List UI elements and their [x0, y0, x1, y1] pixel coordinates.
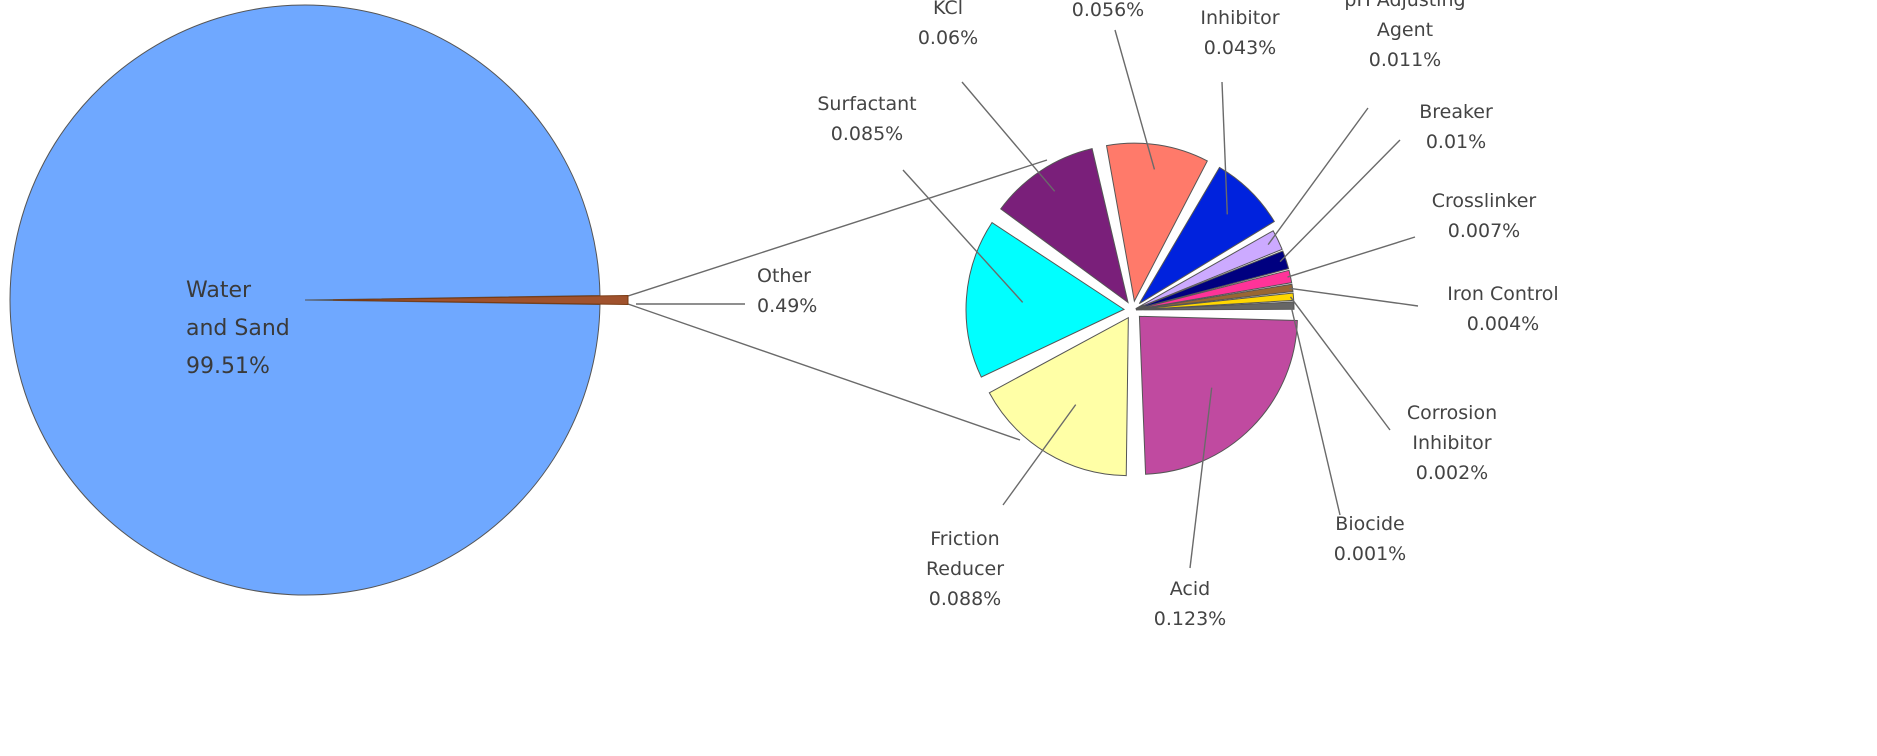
label-crosslinker-line-0: Crosslinker [1432, 190, 1537, 212]
slice-other [332, 294, 629, 306]
slice-unlabeled [1105, 142, 1208, 303]
slice-iron-control [1135, 283, 1294, 311]
label-corrosion-inhibitor-leader [1289, 296, 1391, 431]
slice-water-and-sand [9, 4, 601, 596]
label-kcl-line-0: KCl [933, 0, 963, 19]
label-biocide-line-0: Biocide [1335, 513, 1404, 535]
label-water-and-sand: Water and Sand 99.51% [186, 278, 290, 379]
label-kcl-leader [961, 81, 1056, 192]
slice-acid [1138, 315, 1298, 475]
label-crosslinker: Crosslinker 0.007% [1432, 190, 1537, 242]
label-corrosion-inhibitor: Corrosion Inhibitor 0.002% [1407, 402, 1497, 484]
label-acid-line-0: Acid [1170, 578, 1210, 600]
label-other-line-0: Other [757, 265, 811, 287]
main-pie [9, 4, 629, 596]
label-water-and-sand-line-1: and Sand [186, 316, 290, 341]
label-friction-reducer-line-0: Friction [930, 528, 999, 550]
label-surfactant-leader [902, 169, 1024, 303]
label-ph-adjusting-agent-line-0: pH Adjusting [1344, 0, 1465, 11]
slice-breaker [1135, 250, 1290, 310]
label-breaker-line-1: 0.01% [1426, 131, 1486, 153]
slice-kcl [1000, 148, 1129, 304]
label-corrosion-inhibitor-line-2: 0.002% [1416, 462, 1488, 484]
label-friction-reducer-line-2: 0.088% [929, 588, 1001, 610]
label-iron-control-line-1: 0.004% [1467, 313, 1539, 335]
label-water-and-sand-line-2: 99.51% [186, 354, 270, 379]
connector-bottom [627, 303, 1021, 441]
label-inhibitor: Inhibitor 0.043% [1200, 7, 1279, 59]
label-friction-reducer-line-1: Reducer [926, 558, 1004, 580]
label-biocide-leader [1290, 305, 1341, 516]
label-friction-reducer: Friction Reducer 0.088% [926, 528, 1004, 610]
label-surfactant-line-1: 0.085% [831, 123, 903, 145]
label-acid-line-1: 0.123% [1154, 608, 1226, 630]
label-kcl-line-1: 0.06% [918, 27, 978, 49]
label-breaker: Breaker 0.01% [1419, 101, 1493, 153]
label-breaker-line-0: Breaker [1419, 101, 1493, 123]
label-ph-adjusting-agent: pH Adjusting Agent 0.011% [1344, 0, 1465, 71]
label-iron-control-line-0: Iron Control [1447, 283, 1558, 305]
label-crosslinker-leader [1287, 236, 1416, 278]
label-inhibitor-leader [1221, 81, 1228, 215]
label-corrosion-inhibitor-line-0: Corrosion [1407, 402, 1497, 424]
label-kcl: KCl 0.06% [918, 0, 978, 49]
label-iron-control: Iron Control 0.004% [1447, 283, 1558, 335]
slice-friction-reducer [988, 316, 1129, 477]
label-unlabeled: 0.056% [1072, 0, 1144, 21]
label-ph-adjusting-agent-line-1: Agent [1377, 19, 1433, 41]
label-surfactant: Surfactant 0.085% [817, 93, 916, 145]
connector-top [627, 159, 1048, 297]
label-unlabeled-leader [1114, 29, 1156, 170]
label-iron-control-leader [1289, 287, 1419, 307]
label-ph-adjusting-agent-leader [1267, 107, 1369, 246]
label-crosslinker-line-1: 0.007% [1448, 220, 1520, 242]
label-other-line-1: 0.49% [757, 295, 817, 317]
slice-inhibitor [1138, 166, 1276, 305]
label-other: Other 0.49% [757, 265, 817, 317]
detail-pie [965, 142, 1298, 477]
label-inhibitor-line-0: Inhibitor [1200, 7, 1279, 29]
slice-surfactant [965, 221, 1126, 378]
label-biocide-line-1: 0.001% [1334, 543, 1406, 565]
label-inhibitor-line-1: 0.043% [1204, 37, 1276, 59]
label-acid-leader [1189, 387, 1213, 569]
label-friction-reducer-leader [1002, 404, 1077, 506]
label-unlabeled-line-0: 0.056% [1072, 0, 1144, 21]
pie-labels: Water and Sand 99.51% Other 0.49% Acid 0.123% F… [186, 0, 1559, 630]
label-biocide: Biocide 0.001% [1334, 513, 1406, 565]
pie-connector-lines [627, 159, 1048, 441]
label-surfactant-line-0: Surfactant [817, 93, 916, 115]
label-breaker-leader [1279, 139, 1401, 263]
label-water-and-sand-line-0: Water [186, 278, 252, 303]
label-corrosion-inhibitor-line-1: Inhibitor [1412, 432, 1491, 454]
slice-ph-adjusting-agent [1135, 230, 1283, 310]
label-ph-adjusting-agent-line-2: 0.011% [1369, 49, 1441, 71]
label-acid: Acid 0.123% [1154, 578, 1226, 630]
